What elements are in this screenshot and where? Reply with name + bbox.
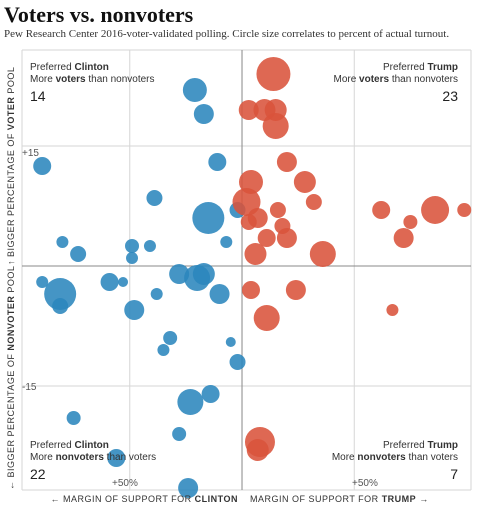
clinton-point bbox=[229, 354, 246, 370]
trump-point bbox=[305, 194, 322, 210]
y-axis-label-top: ↑ BIGGER PERCENTAGE OF VOTER POOL bbox=[6, 66, 16, 265]
y-tick-label: +15 bbox=[22, 148, 39, 159]
clinton-point bbox=[56, 236, 69, 248]
clinton-point bbox=[157, 344, 170, 356]
trump-series bbox=[232, 57, 472, 461]
clinton-point bbox=[225, 337, 236, 347]
trump-point bbox=[256, 57, 291, 91]
trump-point bbox=[457, 203, 472, 217]
clinton-point bbox=[220, 236, 233, 248]
chart-subtitle: Pew Research Center 2016-voter-validated… bbox=[4, 28, 450, 40]
clinton-point bbox=[44, 278, 77, 310]
quadrant-bottom-right: Preferred Trump More nonvoters than vote… bbox=[331, 440, 458, 482]
x-tick-label: +50% bbox=[352, 478, 378, 489]
trump-point bbox=[309, 241, 336, 267]
clinton-point bbox=[201, 385, 220, 403]
clinton-point bbox=[124, 300, 145, 320]
trump-point bbox=[421, 196, 450, 224]
trump-point bbox=[257, 229, 276, 247]
x-tick-label: +50% bbox=[112, 478, 138, 489]
trump-point bbox=[393, 228, 414, 248]
trump-point bbox=[276, 228, 297, 248]
clinton-point bbox=[100, 273, 119, 291]
quadrant-count: 7 bbox=[450, 466, 458, 482]
quadrant-count: 14 bbox=[30, 88, 46, 104]
trump-point bbox=[403, 215, 418, 229]
grid-lines bbox=[21, 49, 472, 491]
clinton-point bbox=[125, 239, 140, 253]
quadrant-bottom-left: Preferred Clinton More nonvoters than vo… bbox=[30, 440, 157, 482]
quadrant-count: 22 bbox=[30, 466, 46, 482]
clinton-point bbox=[126, 252, 139, 264]
trump-point bbox=[372, 201, 391, 219]
clinton-point bbox=[118, 277, 129, 287]
chart-title: Voters vs. nonvoters bbox=[4, 2, 194, 27]
clinton-point bbox=[143, 240, 156, 252]
clinton-point bbox=[209, 284, 230, 304]
quadrant-top-right: Preferred Trump More voters than nonvote… bbox=[333, 62, 458, 104]
clinton-point bbox=[70, 246, 87, 262]
trump-point bbox=[238, 170, 263, 194]
clinton-series bbox=[33, 78, 246, 498]
trump-point bbox=[246, 439, 269, 461]
trump-point bbox=[285, 280, 306, 300]
clinton-point bbox=[192, 263, 215, 285]
trump-point bbox=[253, 305, 280, 331]
trump-point bbox=[262, 113, 289, 139]
x-axis-label-left: ← MARGIN OF SUPPORT FOR CLINTON bbox=[50, 494, 238, 504]
y-axis-label-bottom: ← BIGGER PERCENTAGE OF NONVOTER POOL bbox=[6, 265, 16, 490]
clinton-point bbox=[66, 411, 81, 425]
quadrant-count: 23 bbox=[442, 88, 458, 104]
trump-point bbox=[386, 304, 399, 316]
clinton-point bbox=[146, 190, 163, 206]
clinton-point bbox=[52, 298, 69, 314]
clinton-point bbox=[178, 478, 199, 498]
clinton-point bbox=[150, 288, 163, 300]
trump-point bbox=[244, 243, 267, 265]
clinton-point bbox=[177, 389, 204, 415]
clinton-point bbox=[33, 157, 52, 175]
clinton-point bbox=[36, 276, 49, 288]
trump-point bbox=[269, 202, 286, 218]
quadrant-top-left: Preferred Clinton More voters than nonvo… bbox=[30, 62, 155, 104]
clinton-point bbox=[107, 449, 126, 467]
trump-point bbox=[240, 214, 257, 230]
y-tick-label: -15 bbox=[22, 382, 37, 393]
clinton-point bbox=[193, 104, 214, 124]
trump-point bbox=[238, 100, 259, 120]
clinton-point bbox=[182, 78, 207, 102]
clinton-point bbox=[192, 202, 225, 234]
clinton-point bbox=[163, 331, 178, 345]
trump-point bbox=[276, 152, 297, 172]
x-axis-label-right: MARGIN OF SUPPORT FOR TRUMP → bbox=[250, 494, 429, 504]
trump-point bbox=[241, 281, 260, 299]
clinton-point bbox=[208, 153, 227, 171]
clinton-point bbox=[172, 427, 187, 441]
trump-point bbox=[293, 171, 316, 193]
